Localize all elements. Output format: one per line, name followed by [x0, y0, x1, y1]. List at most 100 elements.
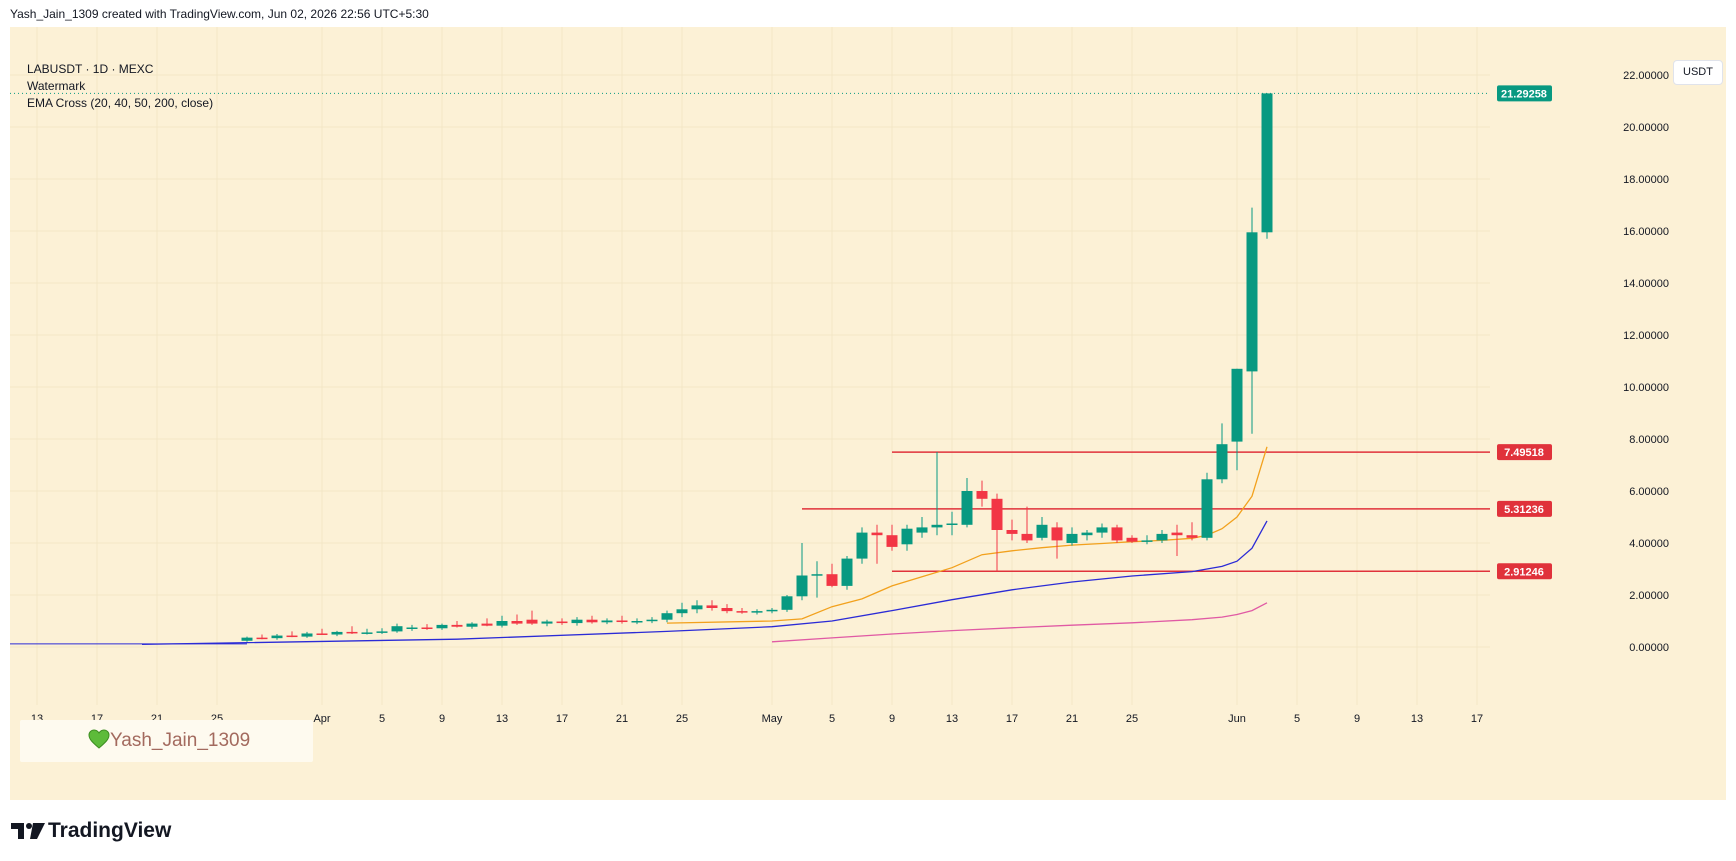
candle-body [1006, 530, 1018, 534]
candle-body [391, 626, 403, 632]
candle-body [886, 535, 898, 547]
candle-body [1186, 535, 1198, 538]
candle-body [1231, 368, 1243, 442]
green-heart-icon [88, 729, 110, 749]
x-tick-label: 17 [1006, 713, 1018, 725]
x-tick-label: Apr [313, 713, 330, 725]
candle-body [571, 619, 583, 624]
legend-indicator[interactable]: EMA Cross (20, 40, 50, 200, close) [27, 96, 214, 110]
y-tick-label: 16.00000 [1623, 226, 1669, 238]
candle-body [991, 498, 1003, 530]
candle-body [1021, 533, 1033, 541]
candle-body [901, 528, 913, 545]
candle-body [1081, 532, 1093, 536]
candle-body [751, 611, 763, 613]
candle-body [286, 635, 298, 638]
candle-body [706, 605, 718, 608]
x-tick-label: 21 [1066, 713, 1078, 725]
y-tick-label: 12.00000 [1623, 330, 1669, 342]
candle-body [661, 613, 673, 620]
x-tick-label: 21 [616, 713, 628, 725]
candle-body [916, 527, 928, 533]
x-tick-label: 25 [676, 713, 688, 725]
ema-line-ema40 [141, 520, 1268, 646]
chart-header: Yash_Jain_1309 created with TradingView.… [10, 7, 429, 21]
candle-body [541, 621, 553, 624]
candle-body [1036, 524, 1048, 538]
y-tick-label: 22.00000 [1623, 70, 1669, 82]
candle-body [1111, 527, 1123, 541]
x-tick-label: Jun [1228, 713, 1246, 725]
candle-body [271, 635, 283, 639]
level-price-label-bg [1497, 444, 1552, 461]
candle-body [601, 620, 613, 623]
candle-body [361, 632, 373, 634]
x-tick-label: May [762, 713, 783, 725]
candle-body [811, 574, 823, 576]
footer-brand[interactable]: TradingView [11, 817, 171, 845]
candle-body [1156, 533, 1168, 541]
legend-watermark[interactable]: Watermark [27, 79, 86, 93]
x-tick-label: 13 [496, 713, 508, 725]
y-tick-label: 2.00000 [1629, 590, 1669, 602]
candle-body [421, 627, 433, 629]
candle-body [841, 558, 853, 586]
candle-body [1066, 533, 1078, 543]
candle-body [616, 620, 628, 623]
x-tick-label: 5 [1294, 713, 1300, 725]
x-tick-label: 13 [1411, 713, 1423, 725]
x-tick-label: 17 [1471, 713, 1483, 725]
ema-line-ema20 [666, 446, 1268, 624]
y-tick-label: 4.00000 [1629, 538, 1669, 550]
tradingview-logo-icon [11, 823, 45, 839]
candle-body [1171, 532, 1183, 536]
candle-body [781, 596, 793, 610]
currency-selector[interactable]: USDT [1673, 60, 1723, 85]
candle-body [1051, 527, 1063, 541]
candle-body [256, 637, 268, 640]
candle-body [856, 532, 868, 559]
last-price-label-bg [1497, 85, 1552, 102]
last-price-label: 21.29258 [1501, 88, 1547, 100]
candle-body [721, 608, 733, 612]
candle-body [766, 609, 778, 612]
candle-body [346, 631, 358, 634]
candle-body [1141, 540, 1153, 542]
watermark-text: Yash_Jain_1309 [110, 730, 251, 751]
level-price-label: 5.31236 [1504, 504, 1544, 516]
candle-body [1216, 444, 1228, 480]
candle-body [1201, 479, 1213, 538]
candle-body [496, 621, 508, 626]
candle-body [976, 491, 988, 499]
candle-body [1246, 232, 1258, 372]
candle-body [931, 524, 943, 528]
x-tick-label: 5 [379, 713, 385, 725]
legend-symbol[interactable]: LABUSDT · 1D · MEXC [27, 62, 154, 76]
y-tick-label: 14.00000 [1623, 278, 1669, 290]
candle-body [451, 624, 463, 627]
candle-body [961, 491, 973, 525]
candle-body [946, 523, 958, 525]
chart-svg[interactable]: 22.00000 20.00000 18.00000 16.00000 14.00000… [10, 27, 1726, 800]
candle-body [406, 627, 418, 629]
candle-body [331, 631, 343, 635]
candle-body [736, 611, 748, 613]
y-tick-label: 20.00000 [1623, 122, 1669, 134]
candle-body [556, 621, 568, 624]
ema-line-ema200 [771, 602, 1268, 643]
watermark-box: Yash_Jain_1309 [20, 720, 313, 762]
candle-body [1126, 537, 1138, 542]
candle-body [1096, 527, 1108, 533]
x-tick-label: 13 [946, 713, 958, 725]
candle-body [1261, 93, 1273, 233]
level-price-label: 2.91246 [1504, 566, 1544, 578]
y-tick-label: 18.00000 [1623, 174, 1669, 186]
x-tick-label: 9 [439, 713, 445, 725]
candle-body [871, 532, 883, 536]
chart-area[interactable]: 22.00000 20.00000 18.00000 16.00000 14.00000… [10, 27, 1726, 800]
candle-body [511, 621, 523, 624]
candle-body [241, 637, 253, 641]
y-tick-label: 0.00000 [1629, 642, 1669, 654]
x-tick-label: 9 [889, 713, 895, 725]
candle-body [631, 621, 643, 623]
